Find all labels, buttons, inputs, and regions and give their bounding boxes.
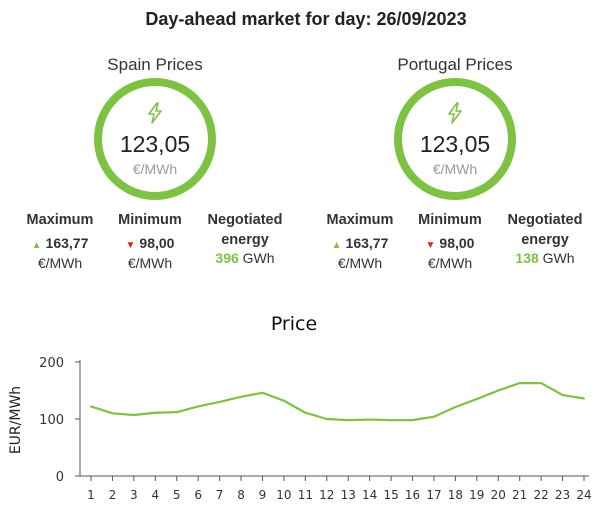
minimum-unit: €/MWh bbox=[427, 255, 473, 271]
maximum-stat: Maximum ▲ 163,77 €/MWh bbox=[310, 210, 410, 272]
price-point bbox=[561, 394, 564, 397]
x-tick-label: 24 bbox=[576, 488, 591, 502]
triangle-down-icon: ▼ bbox=[125, 240, 136, 251]
price-point bbox=[197, 405, 200, 408]
maximum-unit: €/MWh bbox=[337, 255, 383, 271]
negotiated-energy-stat: Negotiated energy 396 GWh bbox=[195, 210, 295, 267]
x-tick-label: 8 bbox=[237, 488, 245, 502]
minimum-label: Minimum bbox=[418, 212, 482, 228]
panel-heading: Portugal Prices bbox=[397, 55, 513, 74]
x-tick-label: 13 bbox=[341, 488, 356, 502]
energy-unit: GWh bbox=[242, 250, 275, 266]
price-series-line bbox=[90, 381, 585, 422]
triangle-up-icon: ▲ bbox=[331, 240, 342, 251]
x-tick-label: 22 bbox=[533, 488, 548, 502]
price-point bbox=[282, 399, 285, 402]
negotiated-label: Negotiated bbox=[207, 212, 283, 228]
price-point bbox=[325, 418, 328, 420]
price-point bbox=[540, 382, 543, 385]
x-tick-label: 15 bbox=[383, 488, 398, 502]
price-point bbox=[432, 415, 435, 418]
y-tick-label: 200 bbox=[39, 356, 64, 371]
minimum-stat: Minimum ▼ 98,00 €/MWh bbox=[410, 210, 490, 272]
minimum-unit: €/MWh bbox=[127, 255, 173, 271]
portugal-prices-panel: Portugal Prices 123,05 €/MWh Maximum ▲ 16… bbox=[310, 52, 600, 282]
x-tick-label: 17 bbox=[426, 488, 441, 502]
minimum-value: 98,00 bbox=[439, 235, 475, 251]
price-point bbox=[475, 398, 478, 401]
price-point bbox=[90, 405, 92, 408]
price-point bbox=[518, 382, 521, 385]
x-tick-label: 18 bbox=[448, 488, 463, 502]
price-gauge-ring: 123,05 €/MWh bbox=[94, 78, 216, 200]
panel-heading: Spain Prices bbox=[107, 55, 203, 74]
x-tick-label: 16 bbox=[405, 488, 420, 502]
triangle-down-icon: ▼ bbox=[425, 240, 436, 251]
x-tick-label: 4 bbox=[151, 488, 159, 502]
minimum-label: Minimum bbox=[118, 212, 182, 228]
maximum-stat: Maximum ▲ 163,77 €/MWh bbox=[10, 210, 110, 272]
price-point bbox=[240, 395, 243, 398]
maximum-label: Maximum bbox=[326, 212, 394, 228]
price-unit: €/MWh bbox=[432, 161, 478, 177]
page-title: Day-ahead market for day: 26/09/2023 bbox=[145, 9, 467, 29]
x-tick-label: 9 bbox=[259, 488, 267, 502]
maximum-unit: €/MWh bbox=[37, 255, 83, 271]
price-unit: €/MWh bbox=[132, 161, 178, 177]
x-tick-label: 14 bbox=[362, 488, 377, 502]
x-tick-label: 19 bbox=[469, 488, 484, 502]
x-tick-label: 10 bbox=[276, 488, 291, 502]
negotiated-label: Negotiated bbox=[507, 212, 583, 228]
price-gauge-ring: 123,05 €/MWh bbox=[394, 78, 516, 200]
minimum-stat: Minimum ▼ 98,00 €/MWh bbox=[110, 210, 190, 272]
price-point bbox=[347, 419, 350, 422]
price-point bbox=[218, 400, 221, 403]
maximum-value: 163,77 bbox=[45, 235, 89, 251]
price-point bbox=[175, 411, 178, 414]
price-chart: Price EUR/MWh 0 100 200 1 2 3 4 5 6 7 8 9 10 11 12 13 14… bbox=[0, 305, 612, 515]
x-tick-label: 1 bbox=[87, 488, 95, 502]
price-value: 123,05 bbox=[419, 131, 491, 157]
price-point bbox=[390, 419, 393, 422]
price-point bbox=[304, 411, 307, 414]
spain-prices-panel: Spain Prices 123,05 €/MWh Maximum ▲ 163,7… bbox=[10, 52, 300, 282]
x-tick-label: 23 bbox=[555, 488, 570, 502]
x-tick-label: 2 bbox=[109, 488, 117, 502]
price-value: 123,05 bbox=[119, 131, 191, 157]
energy-unit: GWh bbox=[542, 250, 575, 266]
price-point bbox=[368, 418, 371, 421]
chart-title: Price bbox=[271, 313, 317, 335]
minimum-value: 98,00 bbox=[139, 235, 175, 251]
energy-label: energy bbox=[521, 232, 569, 248]
price-point bbox=[154, 411, 157, 414]
maximum-label: Maximum bbox=[26, 212, 94, 228]
maximum-value: 163,77 bbox=[345, 235, 389, 251]
triangle-up-icon: ▲ bbox=[31, 240, 42, 251]
price-point bbox=[411, 419, 414, 422]
price-point bbox=[132, 414, 135, 417]
x-tick-label: 12 bbox=[319, 488, 334, 502]
lightning-bolt-icon bbox=[402, 102, 508, 124]
price-point bbox=[454, 406, 457, 409]
price-point bbox=[497, 389, 500, 392]
price-point bbox=[583, 397, 585, 400]
y-axis-label: EUR/MWh bbox=[8, 386, 24, 454]
y-tick-label: 100 bbox=[39, 413, 64, 428]
x-tick-label: 20 bbox=[491, 488, 506, 502]
x-tick-label: 11 bbox=[298, 488, 313, 502]
lightning-bolt-icon bbox=[102, 102, 208, 124]
x-tick-label: 5 bbox=[173, 488, 181, 502]
y-tick-label: 0 bbox=[56, 470, 64, 485]
negotiated-energy-stat: Negotiated energy 138 GWh bbox=[495, 210, 595, 267]
price-point bbox=[261, 391, 264, 394]
energy-value: 138 bbox=[515, 250, 539, 266]
x-tick-label: 6 bbox=[194, 488, 202, 502]
x-tick-label: 3 bbox=[130, 488, 138, 502]
energy-value: 396 bbox=[215, 250, 239, 266]
price-point bbox=[111, 412, 114, 415]
x-tick-label: 7 bbox=[216, 488, 224, 502]
x-tick-label: 21 bbox=[512, 488, 527, 502]
energy-label: energy bbox=[221, 232, 269, 248]
